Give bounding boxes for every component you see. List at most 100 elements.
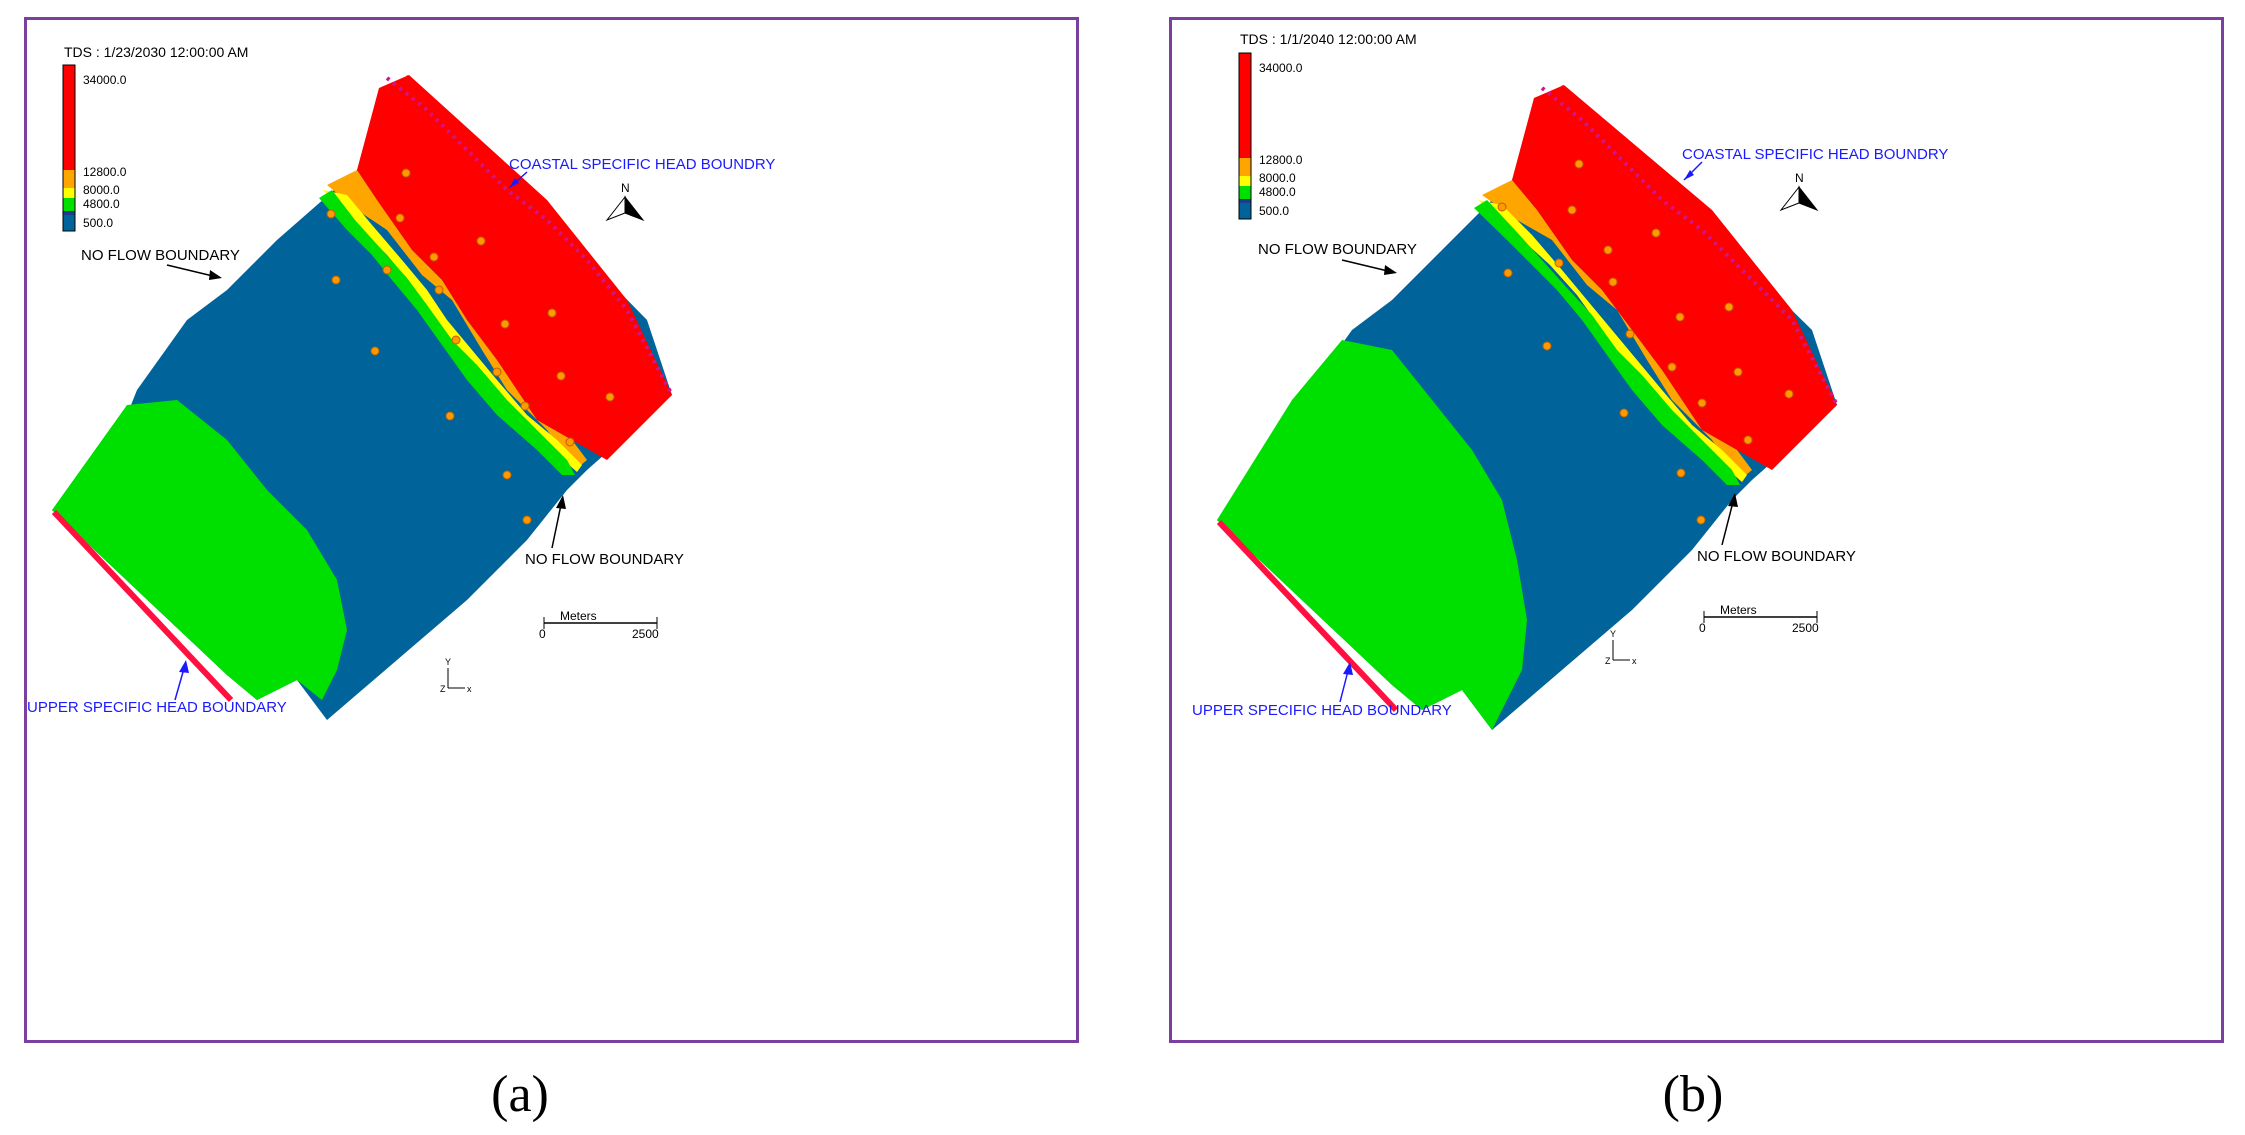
well — [1784, 389, 1794, 399]
well — [476, 236, 486, 246]
upper-arrowhead-icon — [1343, 662, 1353, 675]
legend-swatch-yellow — [63, 188, 75, 198]
well — [395, 213, 405, 223]
axis-triad-icon: Y x Z — [440, 657, 472, 694]
legend-value: 500.0 — [1259, 204, 1289, 218]
legend-swatch-navy — [63, 211, 75, 215]
north-arrow-icon: N — [1779, 171, 1819, 212]
no-flow-top-arrow — [1341, 259, 1393, 273]
legend: TDS : 1/23/2030 12:00:00 AM 34000.0 1280… — [62, 44, 248, 232]
no-flow-right-label: NO FLOW BOUNDARY — [525, 551, 684, 568]
legend-frame — [1238, 52, 1252, 220]
coastal-boundary-label: COASTAL SPECIFIC HEAD BOUNDRY — [1682, 146, 1948, 163]
legend-value: 4800.0 — [1259, 185, 1296, 199]
yellow-band — [323, 190, 582, 472]
legend-swatch-navy — [1239, 199, 1251, 203]
well — [1619, 408, 1629, 418]
svg-text:Y: Y — [1610, 629, 1616, 639]
saltwater-red-zone — [1512, 85, 1837, 470]
legend: TDS : 1/1/2040 12:00:00 AM 34000.0 12800… — [1238, 31, 1417, 220]
tds-map-b: TDS : 1/1/2040 12:00:00 AM 34000.0 12800… — [1192, 31, 1948, 730]
well — [520, 401, 530, 411]
upper-boundary-label: UPPER SPECIFIC HEAD BOUNDARY — [27, 699, 287, 716]
well — [1542, 341, 1552, 351]
wells — [1497, 159, 1794, 525]
saltwater-red-zone — [357, 75, 672, 460]
no-flow-top-arrow — [166, 264, 218, 278]
legend-swatch-orange — [1239, 158, 1251, 176]
annotations: COASTAL SPECIFIC HEAD BOUNDRY NO FLOW BO… — [27, 156, 775, 716]
model-domain — [1216, 85, 1839, 730]
legend-swatch-red — [63, 65, 75, 170]
legend-swatch-orange — [63, 170, 75, 188]
green-zone — [52, 400, 347, 700]
green-zone — [1217, 340, 1527, 730]
legend-swatch-blue — [1239, 203, 1251, 219]
north-label: N — [621, 181, 630, 195]
no-flow-top-arrowhead-icon — [1384, 265, 1397, 275]
well — [1667, 362, 1677, 372]
coastal-boundary-line — [1540, 86, 1839, 406]
coastal-arrowhead-icon — [1684, 170, 1694, 180]
map-panel-a: TDS : 1/23/2030 12:00:00 AM 34000.0 1280… — [24, 17, 1079, 1043]
legend-title: TDS : 1/1/2040 12:00:00 AM — [1240, 31, 1417, 47]
svg-text:Z: Z — [440, 684, 446, 694]
well — [502, 470, 512, 480]
no-flow-right-label: NO FLOW BOUNDARY — [1697, 548, 1856, 565]
well — [1503, 268, 1513, 278]
well — [445, 411, 455, 421]
well — [451, 335, 461, 345]
scale-max: 2500 — [1792, 621, 1819, 635]
legend-value: 34000.0 — [83, 73, 127, 87]
upper-boundary-label: UPPER SPECIFIC HEAD BOUNDARY — [1192, 702, 1452, 719]
legend-swatch-yellow — [1239, 176, 1251, 186]
legend-swatch-green — [1239, 186, 1251, 199]
well — [1497, 202, 1507, 212]
well — [1743, 435, 1753, 445]
well — [382, 265, 392, 275]
well — [429, 252, 439, 262]
svg-text:Y: Y — [445, 657, 451, 667]
upper-boundary-line — [51, 509, 234, 703]
legend-value: 12800.0 — [83, 165, 127, 179]
green-band — [1474, 200, 1740, 485]
legend-value: 8000.0 — [83, 183, 120, 197]
orange-band — [327, 170, 587, 470]
well — [492, 367, 502, 377]
well — [1574, 159, 1584, 169]
well — [1608, 277, 1618, 287]
scale-unit: Meters — [560, 609, 597, 623]
well — [565, 437, 575, 447]
coastal-boundary-label: COASTAL SPECIFIC HEAD BOUNDRY — [509, 156, 775, 173]
well — [522, 515, 532, 525]
well — [1697, 398, 1707, 408]
model-domain — [51, 75, 674, 720]
green-band — [319, 190, 575, 475]
well — [547, 308, 557, 318]
no-flow-right-arrowhead-icon — [1728, 493, 1738, 507]
well — [326, 209, 336, 219]
scale-bar: Meters 0 2500 — [1699, 603, 1819, 635]
coastal-arrowhead-icon — [509, 178, 519, 188]
legend-title: TDS : 1/23/2030 12:00:00 AM — [64, 44, 248, 60]
legend-value: 8000.0 — [1259, 171, 1296, 185]
yellow-band — [1478, 200, 1747, 482]
svg-text:Z: Z — [1605, 656, 1611, 666]
well — [500, 319, 510, 329]
well — [1675, 312, 1685, 322]
wells — [326, 168, 615, 525]
legend-swatch-red — [1239, 53, 1251, 158]
subfigure-label-a: (a) — [491, 1066, 549, 1123]
well — [1554, 258, 1564, 268]
well — [1625, 329, 1635, 339]
well — [370, 346, 380, 356]
legend-value: 4800.0 — [83, 197, 120, 211]
svg-text:x: x — [467, 684, 472, 694]
no-flow-right-arrowhead-icon — [556, 495, 566, 509]
annotations: COASTAL SPECIFIC HEAD BOUNDRY NO FLOW BO… — [1192, 146, 1948, 719]
no-flow-top-arrowhead-icon — [209, 270, 222, 280]
scale-bar: Meters 0 2500 — [539, 609, 659, 641]
legend-swatch-green — [63, 198, 75, 211]
well — [1567, 205, 1577, 215]
well — [1696, 515, 1706, 525]
